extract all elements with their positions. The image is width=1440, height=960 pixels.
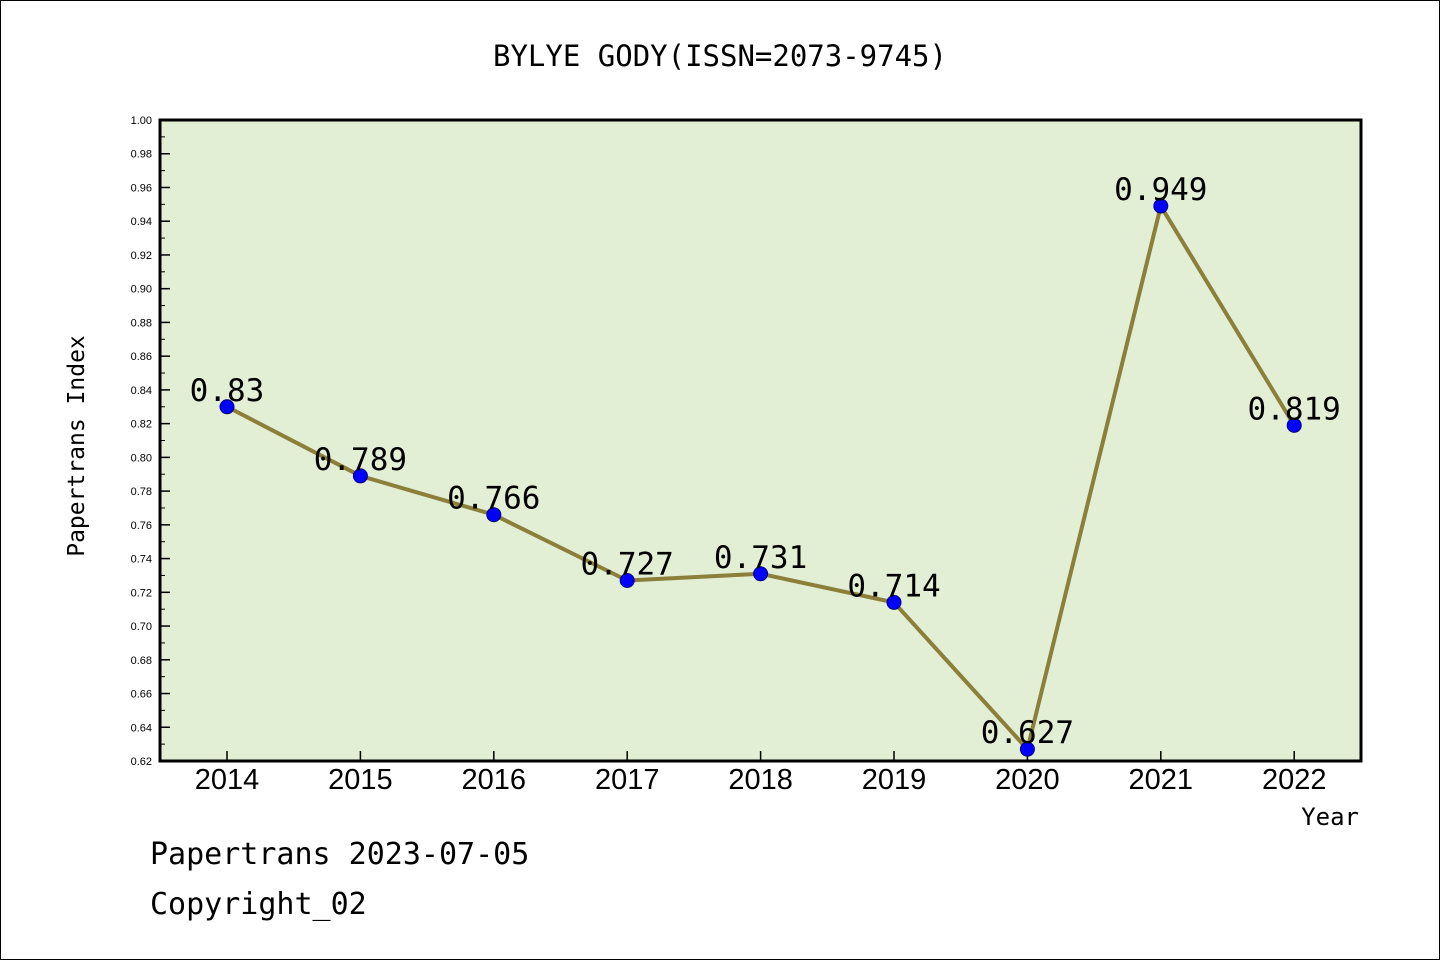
y-tick-label: 0.90 (131, 284, 152, 296)
data-label: 0.766 (447, 481, 540, 517)
y-tick-label: 0.72 (131, 587, 152, 599)
x-axis-label: Year (1301, 803, 1359, 831)
x-tick-label: 2020 (995, 764, 1060, 796)
y-tick-label: 0.66 (131, 689, 152, 701)
data-point (886, 594, 902, 610)
data-point (1286, 417, 1302, 433)
y-axis-ticks: 0.62 0.64 0.66 0.68 0.70 0.72 0.74 0.76 0.78 0.80… (131, 115, 170, 768)
x-tick-label: 2016 (462, 764, 527, 796)
y-tick-label: 0.76 (131, 520, 152, 532)
footer-date: Papertrans 2023-07-05 (150, 837, 529, 872)
data-label: 0.949 (1114, 172, 1207, 208)
y-tick-label: 0.80 (131, 452, 152, 464)
data-label: 0.819 (1248, 391, 1341, 427)
data-label: 0.714 (847, 568, 940, 604)
data-point (1153, 198, 1169, 214)
x-tick-label: 2014 (195, 764, 260, 796)
y-tick-label: 0.78 (131, 486, 152, 498)
x-tick-label: 2017 (595, 764, 660, 796)
y-tick-label: 0.86 (131, 351, 152, 363)
chart-title: BYLYE GODY(ISSN=2073-9745) (493, 39, 947, 73)
data-point (352, 468, 368, 484)
y-tick-label: 0.82 (131, 419, 152, 431)
y-axis-label: Papertrans Index (64, 335, 90, 557)
data-label: 0.627 (981, 715, 1074, 751)
y-tick-label: 0.62 (131, 756, 152, 768)
data-point (753, 566, 769, 582)
data-point (219, 399, 235, 415)
y-tick-label: 0.98 (131, 149, 152, 161)
y-tick-label: 0.68 (131, 655, 152, 667)
data-label: 0.83 (190, 373, 265, 409)
data-point (619, 573, 635, 589)
data-point (1019, 741, 1035, 757)
data-label: 0.731 (714, 540, 807, 576)
x-tick-label: 2015 (328, 764, 393, 796)
data-point (486, 507, 502, 523)
y-tick-label: 0.74 (131, 554, 152, 566)
y-tick-label: 0.64 (131, 722, 152, 734)
x-tick-label: 2022 (1262, 764, 1327, 796)
y-tick-label: 0.94 (131, 216, 152, 228)
data-label: 0.789 (314, 442, 407, 478)
y-tick-label: 1.00 (131, 115, 152, 127)
data-label: 0.727 (581, 547, 674, 583)
series-group: 0.83 0.789 0.766 0.727 0.731 0.714 0.627 0.949 0… (190, 172, 1341, 757)
y-tick-label: 0.96 (131, 182, 152, 194)
footer-copyright: Copyright_02 (150, 887, 367, 922)
y-tick-label: 0.84 (131, 385, 152, 397)
x-axis-ticks: 2014 2015 2016 2017 2018 2019 2020 2021 2022 (195, 751, 1327, 796)
y-tick-label: 0.88 (131, 317, 152, 329)
x-tick-label: 2018 (728, 764, 793, 796)
y-tick-label: 0.92 (131, 250, 152, 262)
x-tick-label: 2019 (862, 764, 927, 796)
plot-area (158, 118, 1363, 763)
y-tick-label: 0.70 (131, 621, 152, 633)
x-tick-label: 2021 (1129, 764, 1194, 796)
